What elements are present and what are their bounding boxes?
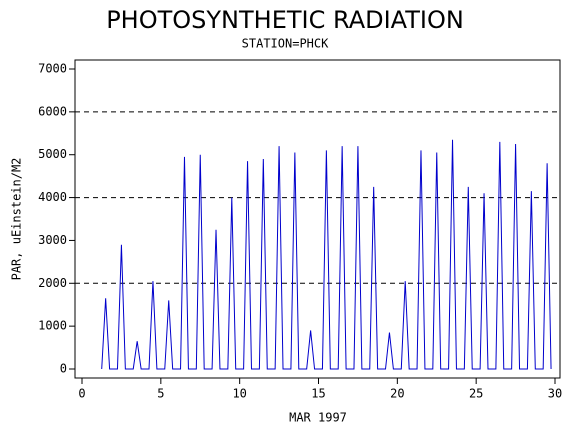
y-tick-label: 2000 bbox=[38, 276, 67, 290]
chart-subtitle: STATION=PHCK bbox=[242, 37, 329, 51]
x-tick-label: 15 bbox=[311, 387, 325, 401]
x-axis-label: MAR 1997 bbox=[289, 411, 347, 425]
x-tick-label: 5 bbox=[157, 387, 164, 401]
x-tick-label: 0 bbox=[78, 387, 85, 401]
y-axis-label: PAR, uEinstein/M2 bbox=[10, 158, 24, 281]
chart-title: PHOTOSYNTHETIC RADIATION bbox=[106, 6, 464, 34]
y-tick-label: 0 bbox=[60, 362, 67, 376]
y-tick-label: 4000 bbox=[38, 190, 67, 204]
data-line bbox=[101, 139, 552, 370]
y-tick-label: 5000 bbox=[38, 147, 67, 161]
plot-frame bbox=[74, 59, 561, 379]
y-tick-label: 6000 bbox=[38, 104, 67, 118]
x-tick-label: 20 bbox=[390, 387, 404, 401]
x-tick-label: 10 bbox=[232, 387, 246, 401]
y-tick-label: 3000 bbox=[38, 233, 67, 247]
y-tick-label: 1000 bbox=[38, 319, 67, 333]
y-tick-label: 7000 bbox=[38, 62, 67, 76]
x-tick-label: 30 bbox=[548, 387, 562, 401]
x-tick-label: 25 bbox=[469, 387, 483, 401]
